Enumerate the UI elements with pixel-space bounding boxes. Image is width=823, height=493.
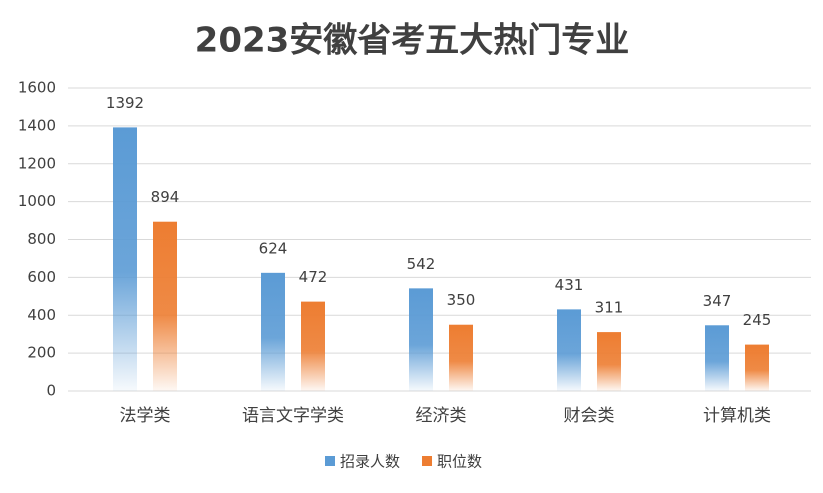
- y-tick-label: 800: [27, 230, 56, 248]
- data-label: 311: [595, 299, 624, 317]
- bar: [113, 127, 137, 391]
- data-label: 245: [743, 311, 772, 329]
- x-tick-label: 法学类: [120, 406, 171, 426]
- y-tick-label: 600: [27, 268, 56, 286]
- bar: [557, 309, 581, 391]
- bar: [745, 344, 769, 391]
- legend-swatch: [325, 456, 335, 466]
- bar: [261, 272, 285, 391]
- legend-label: 职位数: [437, 453, 482, 471]
- legend-label: 招录人数: [340, 453, 400, 471]
- x-tick-label: 财会类: [564, 406, 615, 426]
- bar: [597, 332, 621, 391]
- x-tick-label: 语言文字学类: [242, 406, 344, 426]
- data-label: 347: [703, 292, 732, 310]
- x-tick-label: 计算机类: [703, 406, 771, 426]
- data-label: 624: [259, 239, 288, 257]
- bar: [705, 325, 729, 391]
- data-label: 431: [555, 276, 584, 294]
- y-tick-label: 200: [27, 344, 56, 362]
- data-label: 542: [407, 255, 436, 273]
- y-tick-label: 0: [46, 382, 56, 400]
- y-tick-label: 1600: [18, 79, 56, 97]
- y-tick-label: 1000: [18, 192, 56, 210]
- bar: [449, 324, 473, 391]
- bar: [301, 301, 325, 391]
- data-label: 350: [447, 291, 476, 309]
- legend-swatch: [422, 456, 433, 466]
- data-label: 472: [299, 268, 328, 286]
- chart-title: 2023安徽省考五大热门专业: [195, 21, 630, 61]
- y-tick-label: 1200: [18, 154, 56, 172]
- y-tick-label: 400: [27, 306, 56, 324]
- data-label: 1392: [106, 94, 144, 112]
- x-tick-label: 经济类: [416, 406, 467, 426]
- bar: [153, 221, 177, 391]
- bar: [409, 288, 433, 391]
- data-label: 894: [151, 188, 180, 206]
- y-tick-label: 1400: [18, 116, 56, 134]
